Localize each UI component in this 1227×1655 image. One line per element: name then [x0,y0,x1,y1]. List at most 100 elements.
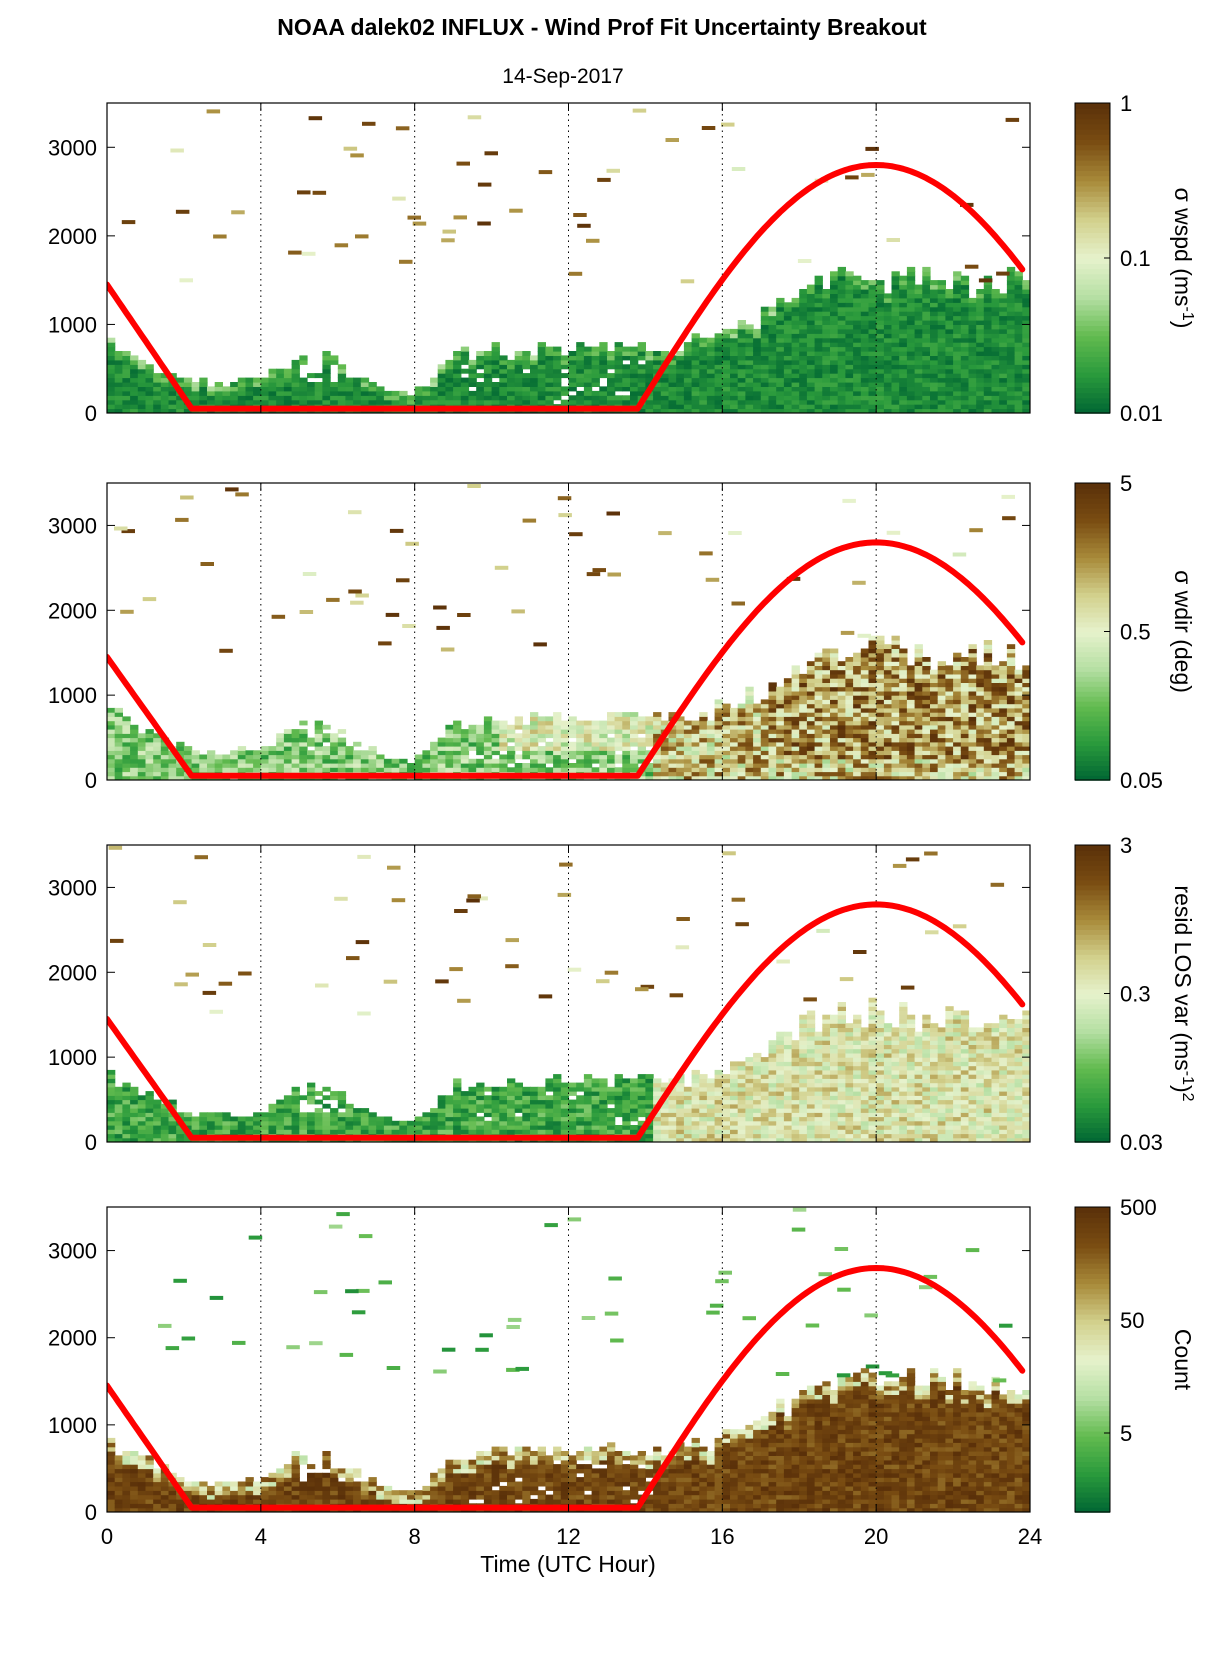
heatmap-cell [860,311,870,317]
heatmap-cell [168,386,177,392]
heatmap-cell [776,377,785,383]
heatmap-cell [245,1120,254,1126]
heatmap-cell [976,712,985,717]
heatmap-cell [1022,669,1030,675]
heatmap-cell [899,648,908,654]
heatmap-cell [799,758,808,764]
colorbar-swatch [1075,572,1110,578]
heatmap-cell [514,716,523,722]
heatmap-cell [214,1129,223,1135]
heatmap-cell [360,1112,370,1118]
heatmap-cell [976,746,985,751]
heatmap-cell [845,695,854,700]
heatmap-cell [937,346,946,352]
heatmap-cell [337,373,347,379]
heatmap-cell [822,289,831,294]
heatmap-cell [122,1086,131,1092]
heatmap-cell [591,377,600,383]
heatmap-cell [922,673,931,679]
heatmap-cell [853,386,862,392]
heatmap-cell [760,382,770,387]
heatmap-cell [783,333,793,339]
heatmap-cell [953,306,962,312]
heatmap-cell [722,758,731,764]
heatmap-cell [599,390,608,396]
heatmap-cell [883,337,893,343]
heatmap-cell [906,399,916,405]
heatmap-cell [837,368,846,374]
heatmap-cell [1022,729,1030,734]
heatmap-cell [976,690,985,696]
heatmap-cell [114,1108,123,1113]
heatmap-cell [322,733,331,739]
chart-title: NOAA dalek02 INFLUX - Wind Prof Fit Unce… [277,14,927,40]
heatmap-cell [199,390,208,396]
heatmap-cell [945,669,954,675]
heatmap-cell [330,399,339,405]
heatmap-cells [107,108,1030,413]
heatmap-cell [307,741,316,747]
heatmap-cell [991,737,1000,743]
heatmap-cell [476,758,485,764]
heatmap-cell [922,386,931,392]
heatmap-cell [353,1108,362,1113]
heatmap-cell [876,669,885,675]
heatmap-cell [299,1116,308,1122]
heatmap-cell [614,346,623,352]
heatmap-cell [253,1120,262,1126]
heatmap-cell [868,657,877,662]
heatmap-cell [299,377,308,383]
heatmap-cell [822,404,831,410]
heatmap-cell [922,720,931,726]
heatmap-cell [291,359,300,365]
heatmap-cell [107,1103,116,1109]
heatmap-cell [960,346,970,352]
heatmap-cell [883,652,893,658]
heatmap-cell [806,771,816,777]
heatmap-cell [545,346,554,352]
heatmap-cell [876,386,885,392]
heatmap-cell [322,368,331,374]
heatmap-cell [983,716,993,722]
heatmap-cell [783,703,793,709]
heatmap-cell [991,678,1000,683]
heatmap-cell [783,758,793,764]
heatmap-cell [468,1108,477,1113]
heatmap-cell [453,1129,462,1135]
heatmap-cell [507,1112,516,1118]
colorbar-swatch [1075,636,1110,643]
heatmap-cell [314,746,323,751]
heatmap-cell [1014,302,1023,308]
heatmap-cell [845,754,854,760]
heatmap-cell [630,754,639,760]
heatmap-cell [1014,673,1023,679]
heatmap-cell [953,754,962,760]
heatmap-cell [560,733,570,739]
heatmap-cell [883,333,893,339]
heatmap-cell [999,669,1008,675]
heatmap-cell [983,355,993,361]
heatmap-cell [753,750,762,756]
heatmap-cell [914,758,923,764]
heatmap-cell [745,324,754,330]
heatmap-cell [845,682,854,688]
heatmap-cell [207,1112,216,1118]
heatmap-cell [653,767,662,773]
heatmap-cell [691,724,700,730]
heatmap-cell [922,328,931,334]
heatmap-cell [722,337,731,343]
heatmap-cell [676,716,685,722]
heatmap-cell [914,682,923,688]
heatmap-cell [914,750,923,756]
heatmap-cell [1022,695,1030,700]
heatmap-cell [130,386,139,392]
heatmap-cell [299,741,308,747]
heatmap-cell [906,266,916,272]
heatmap-cell [968,686,977,692]
heatmap-cell [199,382,208,387]
heatmap-cell [514,1086,523,1092]
heatmap-cell [842,498,856,503]
heatmap-cell [314,737,323,743]
heatmap-cell [1022,311,1030,317]
heatmap-cell [768,754,777,760]
